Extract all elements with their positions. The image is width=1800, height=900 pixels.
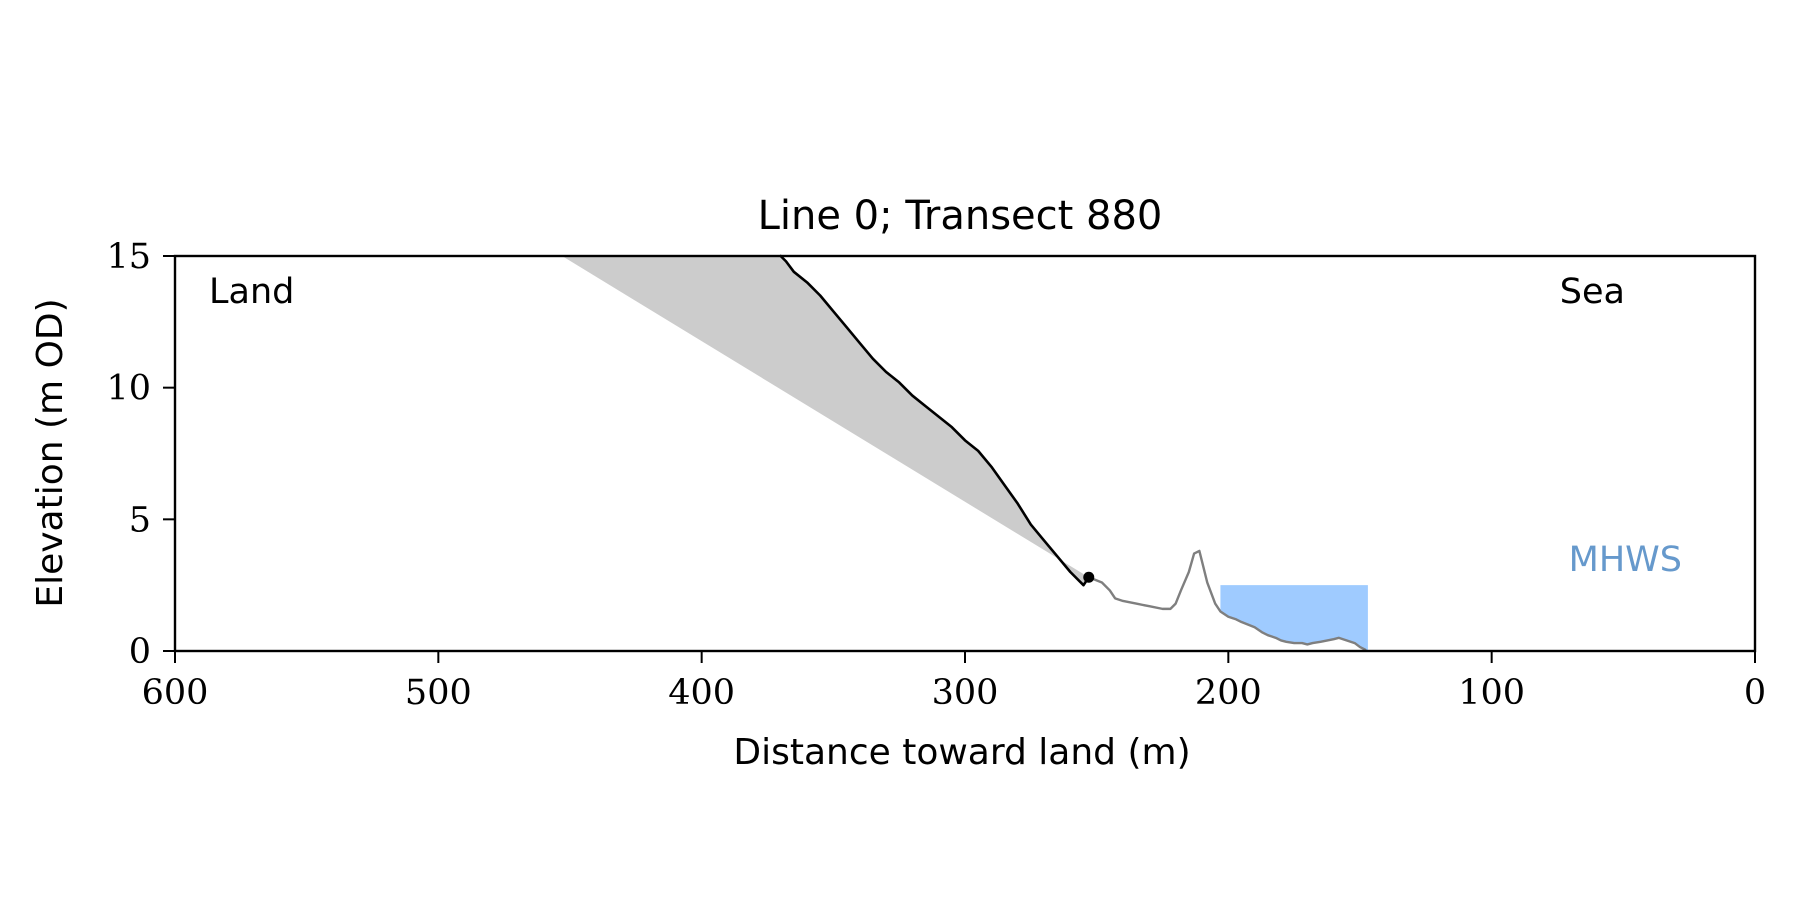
mhws-label: MHWS	[1569, 540, 1682, 580]
sea-label: Sea	[1560, 272, 1625, 312]
x-tick-label: 100	[1458, 673, 1525, 713]
y-tick-label: 15	[106, 237, 151, 277]
land-label: Land	[209, 272, 294, 312]
y-axis-ticks: 0 5 10 15	[106, 237, 175, 672]
water-fill-region	[1220, 585, 1368, 651]
chart-title: Line 0; Transect 880	[758, 193, 1163, 239]
x-tick-label: 200	[1195, 673, 1262, 713]
shaded-eroded-region	[562, 256, 1089, 586]
transect-marker-point	[1083, 571, 1095, 583]
plot-area	[562, 254, 1368, 651]
y-tick-label: 10	[106, 369, 151, 409]
x-axis-label: Distance toward land (m)	[733, 732, 1190, 773]
y-tick-label: 5	[129, 500, 151, 540]
x-tick-label: 400	[668, 673, 735, 713]
x-tick-label: 500	[405, 673, 472, 713]
landward-profile-line	[779, 254, 1091, 587]
x-axis-ticks: 600 500 400 300 200 100 0	[142, 651, 1766, 713]
x-tick-label: 0	[1744, 673, 1766, 713]
x-tick-label: 300	[932, 673, 999, 713]
y-axis-label: Elevation (m OD)	[30, 298, 71, 607]
x-tick-label: 600	[142, 673, 209, 713]
seaward-profile-line	[1087, 549, 1367, 651]
y-tick-label: 0	[129, 632, 151, 672]
